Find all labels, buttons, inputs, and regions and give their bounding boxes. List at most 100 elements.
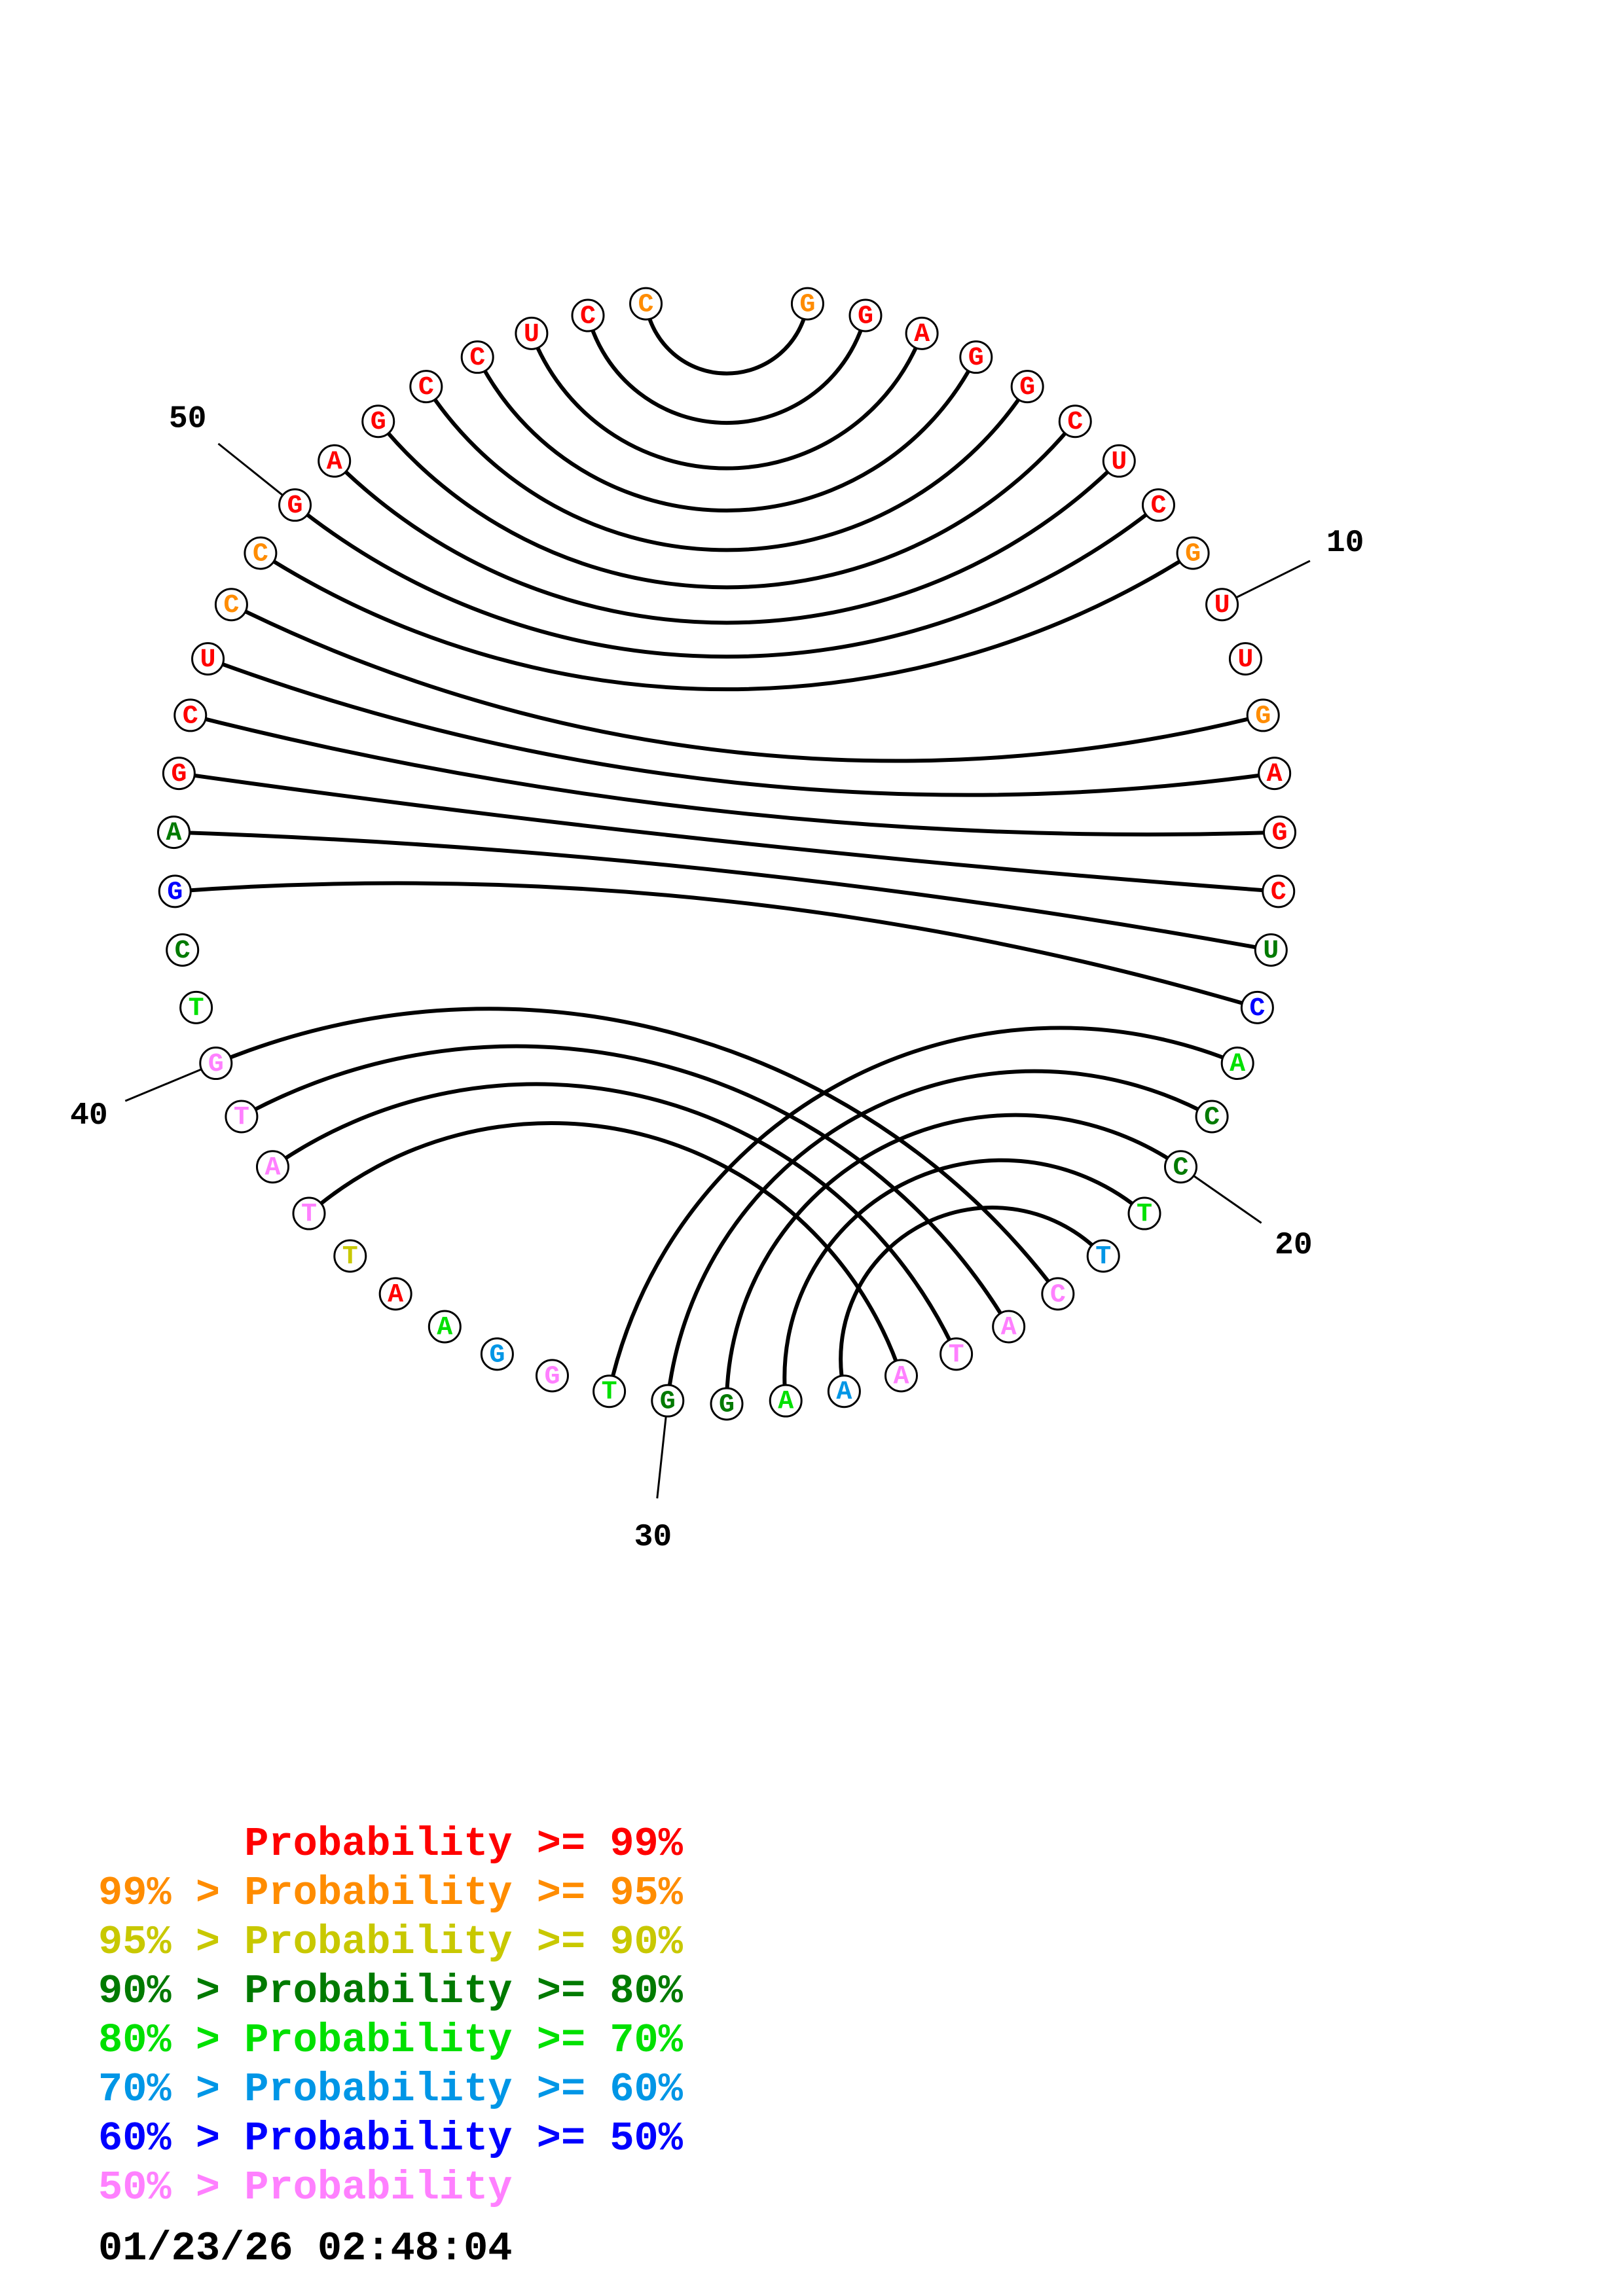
nucleotide-letter-25: T [949, 1340, 964, 1370]
nucleotide-letter-53: C [418, 373, 434, 403]
legend-suffix: >= 60% [512, 2066, 683, 2113]
nucleotide-letter-3: A [914, 320, 930, 350]
nucleotide-letter-38: A [264, 1153, 280, 1183]
nucleotide-letter-47: U [200, 645, 216, 675]
nucleotide-circle-37 [292, 1196, 326, 1230]
base-pair-arc-5-53 [424, 386, 1029, 552]
base-pair-arc-13-47 [207, 656, 1275, 797]
nucleotide-circle-15 [1262, 874, 1296, 908]
probability-legend: Probability >= 99% 99% > Probability >= 9… [98, 1820, 683, 2212]
nucleotide-letter-31: T [602, 1378, 617, 1407]
nucleotide-letter-21: T [1137, 1200, 1152, 1230]
nucleotide-circle-47 [191, 642, 225, 676]
nucleotide-letter-19: C [1204, 1103, 1220, 1132]
nucleotide-letter-44: A [166, 819, 181, 848]
nucleotide-circle-19 [1195, 1100, 1229, 1134]
nucleotide-letter-34: A [437, 1314, 452, 1343]
nucleotide-letter-35: A [388, 1280, 403, 1310]
index-tick-50 [217, 442, 283, 496]
nucleotide-letter-18: A [1230, 1050, 1245, 1079]
nucleotide-letter-42: C [175, 937, 191, 966]
nucleotide-circle-3 [905, 316, 939, 350]
nucleotide-circle-6 [1058, 404, 1092, 439]
nucleotide-circle-12 [1246, 698, 1280, 732]
legend-prefix: 95% > [98, 1919, 245, 1965]
nucleotide-letter-22: T [1095, 1242, 1111, 1272]
nucleotide-circle-48 [214, 588, 248, 622]
nucleotide-2: G [848, 298, 883, 332]
nucleotide-circle-4 [959, 340, 993, 374]
nucleotide-circle-43 [158, 874, 192, 908]
nucleotide-circle-36 [333, 1239, 367, 1273]
base-pair-arc-17-43 [175, 881, 1258, 1010]
base-pair-arc-15-45 [178, 771, 1279, 893]
nucleotide-letter-39: T [234, 1103, 249, 1132]
nucleotide-letter-57: C [638, 291, 654, 320]
nucleotide-39: T [225, 1100, 259, 1134]
nucleotide-letter-32: G [544, 1362, 560, 1391]
nucleotide-27: A [827, 1374, 861, 1408]
nucleotide-letter-41: T [189, 994, 204, 1024]
legend-prefix: 90% > [98, 1968, 245, 2015]
nucleotide-circle-27 [827, 1374, 861, 1408]
nucleotide-42: C [166, 933, 200, 967]
nucleotide-33: G [480, 1337, 514, 1371]
index-label-20: 20 [1275, 1228, 1313, 1263]
legend-label: Probability [244, 1821, 513, 1867]
legend-suffix: >= 95% [512, 1870, 683, 1916]
base-pair-arc-16-44 [173, 830, 1271, 952]
nucleotide-letter-11: U [1237, 645, 1253, 675]
nucleotide-17: C [1240, 990, 1274, 1024]
nucleotide-circle-41 [179, 990, 213, 1024]
nucleotide-letter-16: U [1263, 937, 1279, 966]
nucleotide-letter-52: G [371, 408, 386, 437]
nucleotide-6: C [1058, 404, 1092, 439]
nucleotide-letter-30: G [660, 1388, 676, 1417]
nucleotide-circle-21 [1127, 1196, 1161, 1230]
nucleotide-circle-8 [1141, 488, 1175, 522]
nucleotide-54: C [460, 340, 494, 374]
base-pair-arc-21-28 [782, 1158, 1146, 1401]
nucleotide-letter-15: C [1271, 878, 1286, 907]
legend-label: Probability [244, 2115, 513, 2162]
nucleotide-circle-7 [1102, 444, 1136, 478]
nucleotide-letter-9: G [1185, 540, 1201, 569]
base-pair-arc-20-29 [725, 1113, 1182, 1405]
legend-prefix: 50% > [98, 2164, 245, 2211]
nucleotide-circle-14 [1263, 816, 1297, 850]
nucleotide-circle-5 [1010, 370, 1044, 404]
nucleotide-letter-5: G [1019, 373, 1035, 403]
nucleotide-52: G [361, 404, 395, 439]
nucleotide-letter-12: G [1255, 702, 1271, 731]
nucleotide-letter-55: U [524, 320, 539, 350]
nucleotide-circle-45 [162, 757, 196, 791]
nucleotide-circle-20 [1164, 1150, 1198, 1184]
nucleotide-44: A [156, 816, 191, 850]
nucleotide-8: C [1141, 488, 1175, 522]
nucleotide-48: C [214, 588, 248, 622]
nucleotide-circle-22 [1086, 1239, 1120, 1273]
legend-line-1: Probability >= 99% [98, 1820, 683, 1869]
nucleotide-28: A [769, 1384, 803, 1418]
nucleotide-41: T [179, 990, 213, 1024]
legend-line-6: 70% > Probability >= 60% [98, 2065, 683, 2114]
nucleotide-37: T [292, 1196, 326, 1230]
nucleotide-letter-46: C [183, 702, 198, 731]
legend-line-3: 95% > Probability >= 90% [98, 1918, 683, 1967]
base-pair-arc-12-48 [230, 603, 1264, 763]
legend-suffix: >= 99% [512, 1821, 683, 1867]
nucleotide-13: A [1258, 757, 1292, 791]
nucleotide-4: G [959, 340, 993, 374]
base-pair-arc-26-37 [308, 1121, 903, 1376]
index-label-10: 10 [1326, 526, 1364, 561]
legend-label: Probability [244, 1968, 513, 2015]
nucleotide-circle-18 [1220, 1047, 1254, 1081]
legend-label: Probability [244, 2164, 513, 2211]
nucleotide-letter-2: G [858, 302, 873, 332]
nucleotide-14: G [1263, 816, 1297, 850]
nucleotide-circle-1 [790, 287, 824, 321]
nucleotide-letter-6: C [1067, 408, 1083, 437]
nucleotide-46: C [173, 698, 208, 732]
nucleotide-letter-43: G [167, 878, 183, 907]
nucleotide-circle-23 [1041, 1277, 1075, 1311]
